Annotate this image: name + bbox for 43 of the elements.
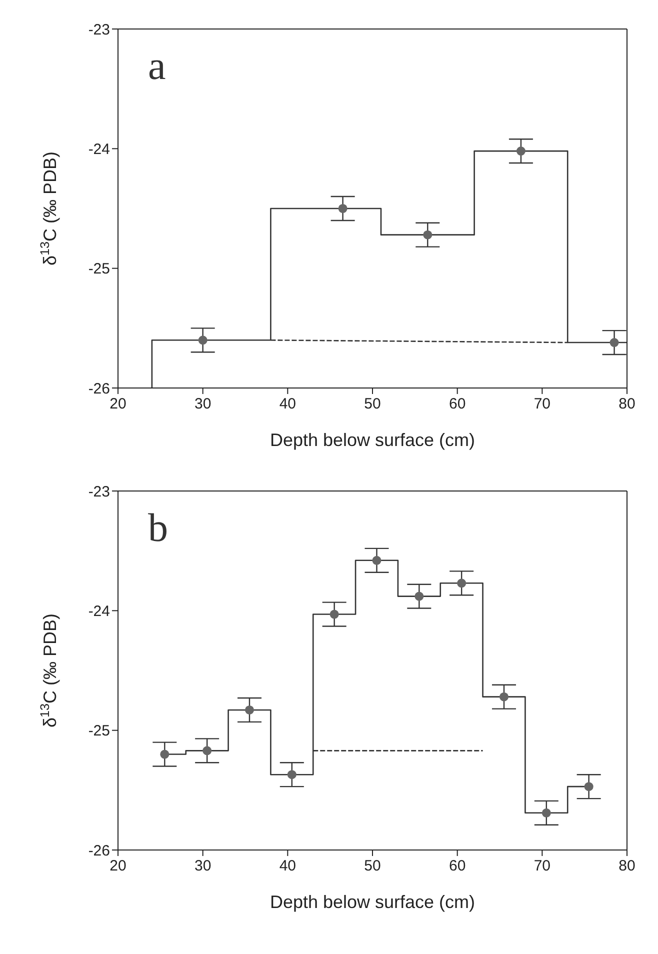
point [414,592,424,601]
point [372,556,382,565]
y-tick-label: -26 [88,380,110,398]
point [338,204,348,214]
y-tick-label: -24 [88,602,110,620]
x-tick-label: 30 [194,858,212,875]
y-tick-label: -23 [88,21,110,38]
point [542,808,551,818]
x-axis-title: Depth below surface (cm) [270,892,476,912]
x-tick-label: 70 [534,396,551,413]
x-tick-label: 20 [110,858,126,875]
x-tick-label: 80 [618,396,636,413]
x-tick-label: 40 [279,396,296,413]
y-tick-label: -26 [88,842,110,860]
x-tick-label: 70 [534,858,551,875]
annotation: b [148,505,168,550]
point [516,146,526,156]
x-axis-title: Depth below surface (cm) [270,430,476,450]
x-tick-label: 30 [194,396,212,413]
point [160,750,170,759]
point [457,578,466,588]
annotation: a [148,43,166,88]
x-tick-label: 80 [618,858,636,875]
point [610,338,619,348]
point [499,692,509,702]
x-tick-label: 50 [364,396,381,413]
point [330,610,339,619]
point [423,230,432,240]
y-tick-label: -24 [88,140,110,158]
x-tick-label: 60 [448,858,466,875]
y-tick-label: -25 [88,722,110,740]
point [584,782,594,792]
point [198,336,208,345]
line-series [151,150,627,388]
point [202,746,212,756]
point [287,770,296,780]
x-tick-label: 50 [364,858,381,875]
y-tick-label: -23 [88,483,110,500]
point [244,705,254,714]
x-tick-label: 60 [448,396,466,413]
x-tick-label: 20 [110,396,126,413]
x-tick-label: 40 [279,858,296,875]
y-tick-label: -25 [88,260,110,278]
